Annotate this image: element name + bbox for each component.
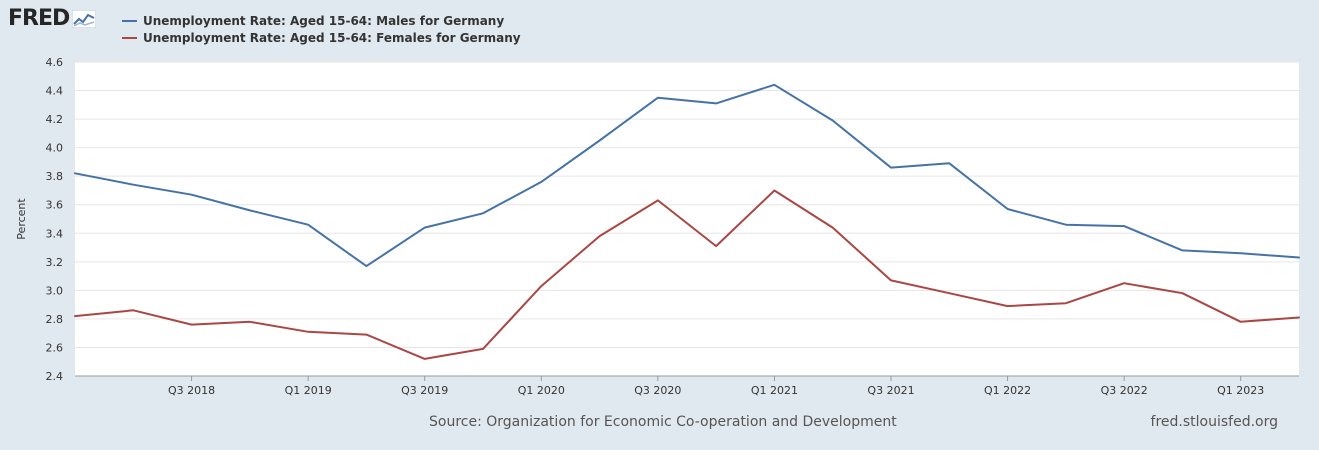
data-point-males[interactable] xyxy=(1122,224,1126,228)
data-point-males[interactable] xyxy=(481,211,485,215)
x-tick-label: Q3 2021 xyxy=(867,384,914,397)
legend-swatch-males xyxy=(122,19,137,22)
chart-legend: Unemployment Rate: Aged 15-64: Males for… xyxy=(122,12,521,46)
data-point-males[interactable] xyxy=(656,96,660,100)
data-point-males[interactable] xyxy=(1239,251,1243,255)
data-point-females[interactable] xyxy=(1006,304,1010,308)
y-tick-label: 4.6 xyxy=(46,56,64,69)
y-tick-label: 3.8 xyxy=(46,170,64,183)
y-tick-label: 3.0 xyxy=(46,284,64,297)
plot-area xyxy=(75,62,1299,376)
data-point-females[interactable] xyxy=(1122,281,1126,285)
data-point-females[interactable] xyxy=(364,333,368,337)
y-tick-label: 4.0 xyxy=(46,142,64,155)
data-point-females[interactable] xyxy=(306,330,310,334)
data-point-females[interactable] xyxy=(423,357,427,361)
data-point-males[interactable] xyxy=(73,171,77,175)
data-point-males[interactable] xyxy=(539,180,543,184)
x-tick-label: Q1 2020 xyxy=(518,384,565,397)
series-line-females[interactable] xyxy=(74,189,1300,360)
fred-logo-text: FRED xyxy=(8,6,70,31)
data-point-females[interactable] xyxy=(131,308,135,312)
data-point-females[interactable] xyxy=(598,234,602,238)
site-link[interactable]: fred.stlouisfed.org xyxy=(1150,414,1278,430)
data-point-females[interactable] xyxy=(772,188,776,192)
x-tick-label: Q3 2019 xyxy=(401,384,448,397)
legend-label-males: Unemployment Rate: Aged 15-64: Males for… xyxy=(143,13,505,28)
fred-chart-icon xyxy=(72,10,97,28)
y-tick-label: 2.8 xyxy=(46,313,64,326)
data-point-males[interactable] xyxy=(1297,256,1301,260)
data-point-males[interactable] xyxy=(131,183,135,187)
data-point-females[interactable] xyxy=(889,278,893,282)
data-point-males[interactable] xyxy=(598,139,602,143)
data-point-males[interactable] xyxy=(1180,248,1184,252)
data-point-males[interactable] xyxy=(1006,207,1010,211)
legend-item-males[interactable]: Unemployment Rate: Aged 15-64: Males for… xyxy=(122,12,521,29)
data-point-males[interactable] xyxy=(364,264,368,268)
y-axis-title: Percent xyxy=(15,198,28,240)
x-tick-label: Q1 2022 xyxy=(984,384,1031,397)
x-tick-label: Q3 2018 xyxy=(168,384,215,397)
legend-label-females: Unemployment Rate: Aged 15-64: Females f… xyxy=(143,30,521,45)
y-tick-label: 4.4 xyxy=(46,85,64,98)
y-tick-label: 2.4 xyxy=(46,370,64,383)
y-tick-label: 3.2 xyxy=(46,256,64,269)
data-point-females[interactable] xyxy=(656,198,660,202)
x-tick-label: Q3 2022 xyxy=(1101,384,1148,397)
data-point-females[interactable] xyxy=(1297,315,1301,319)
source-note: Source: Organization for Economic Co-ope… xyxy=(429,414,897,430)
data-point-females[interactable] xyxy=(1064,301,1068,305)
data-point-males[interactable] xyxy=(947,161,951,165)
data-point-males[interactable] xyxy=(423,226,427,230)
data-point-females[interactable] xyxy=(1180,291,1184,295)
data-point-females[interactable] xyxy=(539,284,543,288)
data-point-males[interactable] xyxy=(889,166,893,170)
fred-logo[interactable]: FRED xyxy=(8,6,97,32)
data-point-males[interactable] xyxy=(306,223,310,227)
data-point-females[interactable] xyxy=(248,320,252,324)
legend-item-females[interactable]: Unemployment Rate: Aged 15-64: Females f… xyxy=(122,29,521,46)
y-tick-label: 3.6 xyxy=(46,199,64,212)
data-point-females[interactable] xyxy=(73,314,77,318)
x-tick-label: Q1 2021 xyxy=(751,384,798,397)
x-tick-label: Q1 2023 xyxy=(1217,384,1264,397)
data-point-females[interactable] xyxy=(190,323,194,327)
data-point-females[interactable] xyxy=(831,226,835,230)
data-point-males[interactable] xyxy=(772,83,776,87)
data-point-males[interactable] xyxy=(714,101,718,105)
y-tick-label: 2.6 xyxy=(46,341,64,354)
data-point-females[interactable] xyxy=(1239,320,1243,324)
series-line-males[interactable] xyxy=(74,83,1300,268)
y-tick-label: 4.2 xyxy=(46,113,64,126)
data-point-males[interactable] xyxy=(190,193,194,197)
x-tick-label: Q1 2019 xyxy=(285,384,332,397)
y-tick-label: 3.4 xyxy=(46,227,64,240)
data-point-females[interactable] xyxy=(947,291,951,295)
data-point-females[interactable] xyxy=(481,347,485,351)
data-point-males[interactable] xyxy=(248,208,252,212)
data-point-females[interactable] xyxy=(714,244,718,248)
data-point-males[interactable] xyxy=(831,119,835,123)
legend-swatch-females xyxy=(122,36,137,39)
x-tick-label: Q3 2020 xyxy=(634,384,681,397)
data-point-males[interactable] xyxy=(1064,223,1068,227)
